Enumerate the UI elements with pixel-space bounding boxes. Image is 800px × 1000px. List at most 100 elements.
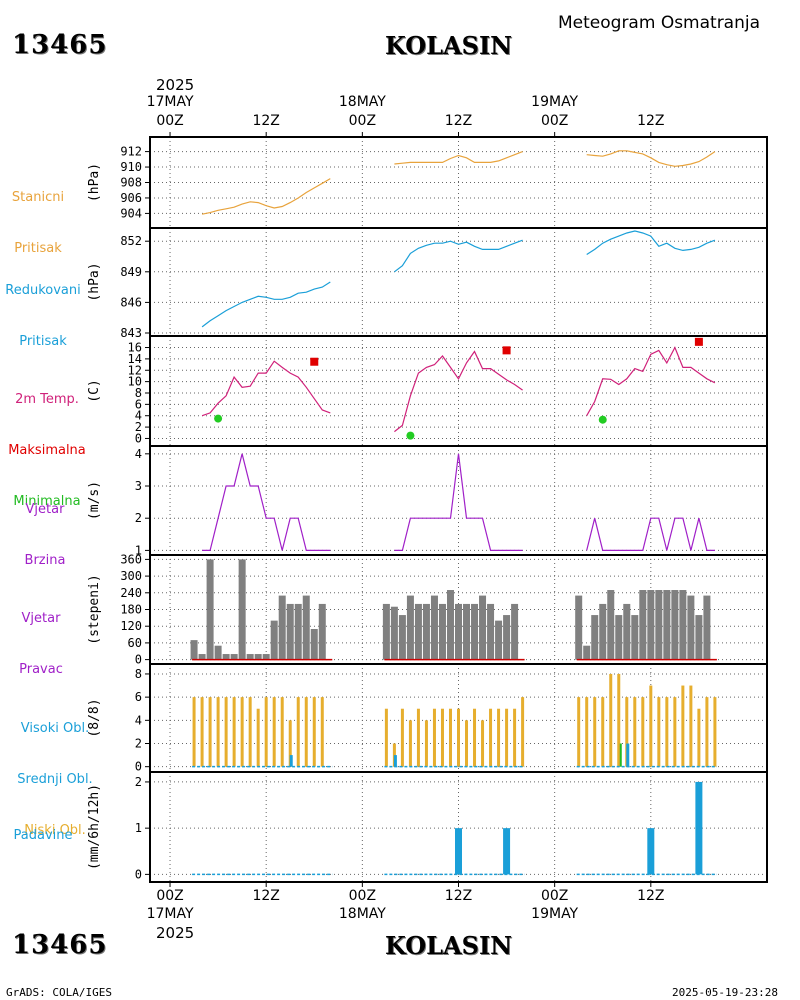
cloud-low-bar — [416, 708, 420, 767]
wind-dir-bar — [479, 595, 487, 660]
temperature-label: 2m Temp. Maksimalna Minimalna — [0, 357, 102, 527]
cloud-low-bar — [240, 697, 244, 767]
y-tick-label: 0 — [135, 653, 142, 667]
y-axis-label: (stepeni) — [87, 574, 102, 644]
cloud-low-bar — [481, 720, 485, 767]
wind-dir-bar — [254, 654, 262, 660]
y-tick-label: 904 — [120, 206, 142, 220]
cloud-low-bar — [408, 720, 412, 767]
cloud-low-bar — [248, 697, 252, 767]
wind-dir-bar — [246, 654, 254, 660]
cloud-low-bar — [673, 697, 677, 767]
x-hour-label-top: 12Z — [637, 113, 665, 129]
wind-dir-bar — [631, 615, 639, 660]
y-tick-label: 8 — [135, 667, 142, 681]
wind-dir-bar — [703, 595, 711, 660]
y-tick-label: 6 — [135, 397, 142, 411]
station-name-bottom: KOLASIN — [385, 931, 513, 960]
series-line — [586, 346, 716, 416]
x-hour-label-bottom: 00Z — [540, 888, 569, 904]
cloud-low-bar — [713, 697, 717, 767]
y-axis-label: (mm/6h/12h) — [87, 784, 102, 870]
x-hour-label-top: 12Z — [252, 113, 280, 129]
wind-dir-bar — [270, 620, 278, 660]
y-tick-label: 4 — [135, 447, 142, 461]
year-label-bottom: 2025 — [156, 924, 195, 942]
clouds-label: Visoki Obl. Srednji Obl. Niski Obl. — [0, 686, 110, 856]
y-tick-label: 849 — [120, 265, 142, 279]
y-tick-label: 8 — [135, 386, 142, 400]
tmin-marker — [214, 414, 223, 423]
label-line: Minimalna — [13, 494, 81, 509]
wind-dir-bar — [206, 559, 214, 660]
cloud-low-bar — [208, 697, 212, 767]
cloud-low-bar — [585, 697, 589, 767]
meteogram-title: Meteogram Osmatranja — [558, 13, 761, 33]
wind-dir-bar — [438, 603, 446, 660]
x-date-label-bottom: 19MAY — [531, 906, 579, 922]
cloud-low-bar — [457, 708, 460, 767]
cloud-low-bar — [232, 697, 236, 767]
x-hour-label-bottom: 00Z — [348, 888, 377, 904]
wind-dir-bar — [422, 603, 430, 660]
cloud-low-bar — [384, 708, 388, 767]
wind-dir-bar — [695, 615, 703, 660]
cloud-low-bar — [256, 708, 260, 767]
generated-timestamp: 2025-05-19-23:28 — [672, 986, 778, 999]
y-tick-label: 1 — [135, 543, 142, 557]
cloud-low-bar — [617, 673, 621, 767]
wind-dir-bar — [238, 559, 246, 660]
cloud-low-bar — [448, 708, 452, 767]
cloud-mid-bar — [393, 755, 397, 767]
cloud-low-bar — [400, 708, 404, 767]
cloud-low-bar — [192, 697, 196, 767]
cloud-low-bar — [200, 697, 204, 767]
wind-dir-bar — [687, 595, 695, 660]
label-line: Brzina — [24, 553, 66, 568]
cloud-low-bar — [649, 685, 653, 767]
cloud-low-bar — [601, 697, 605, 767]
y-tick-label: 2 — [135, 420, 142, 434]
label-line: 2m Temp. — [15, 392, 79, 407]
cloud-low-bar — [577, 697, 581, 767]
wind-dir-bar — [414, 603, 422, 660]
grads-credit: GrADS: COLA/IGES — [6, 986, 112, 999]
y-tick-label: 16 — [128, 341, 142, 355]
y-tick-label: 908 — [120, 176, 142, 190]
series-line — [201, 178, 331, 215]
y-tick-label: 910 — [120, 160, 142, 174]
tmax-marker — [694, 337, 703, 346]
wind-dir-bar — [599, 603, 607, 660]
cloud-low-bar — [593, 697, 597, 767]
series-line — [202, 453, 331, 552]
y-axis-label: (C) — [87, 379, 102, 402]
cloud-high-bar — [619, 743, 622, 767]
tmax-marker — [310, 357, 319, 366]
cloud-low-bar — [665, 697, 669, 767]
tmin-marker — [598, 415, 607, 424]
tmin-marker — [406, 431, 415, 440]
wind-dir-bar — [286, 603, 294, 660]
cloud-low-bar — [264, 697, 268, 767]
y-tick-label: 180 — [120, 603, 142, 617]
wind-dir-bar — [639, 590, 647, 660]
station-id-top: 13465 — [12, 30, 108, 60]
precip-bar — [695, 781, 703, 875]
y-tick-label: 912 — [120, 145, 142, 159]
series-line — [394, 239, 523, 273]
series-line — [586, 150, 716, 167]
y-tick-label: 6 — [135, 690, 142, 704]
y-tick-label: 1 — [135, 821, 142, 835]
precip-label: Padavine — [0, 793, 98, 861]
y-tick-label: 60 — [128, 636, 142, 650]
wind-dir-bar — [294, 603, 302, 660]
label-line: Pravac — [19, 662, 63, 677]
x-date-label-top: 18MAY — [338, 94, 386, 110]
cloud-low-bar — [641, 697, 645, 767]
cloud-low-bar — [689, 685, 693, 767]
cloud-low-bar — [224, 697, 228, 767]
label-line: Vjetar — [25, 502, 65, 517]
cloud-low-bar — [440, 708, 444, 767]
y-tick-label: 12 — [128, 363, 142, 377]
